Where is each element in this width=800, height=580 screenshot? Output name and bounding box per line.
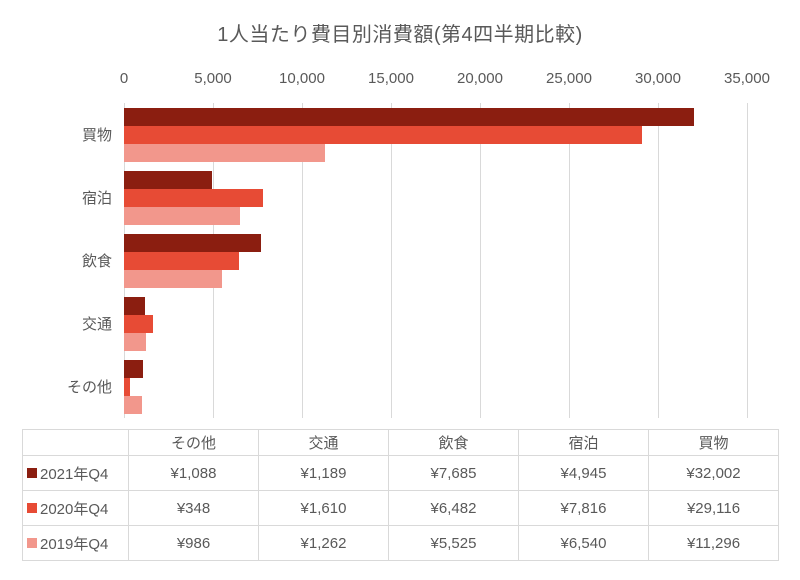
data-table: その他 交通 飲食 宿泊 買物 2021年Q4 ¥1,088 ¥1,189 ¥7,685 ¥4,… — [22, 429, 779, 561]
bar — [124, 269, 223, 288]
series-name: 2021年Q4 — [40, 465, 109, 483]
table-value-cell: ¥32,002 — [648, 455, 779, 491]
legend-key-icon — [27, 468, 37, 478]
table-value-cell: ¥6,482 — [388, 490, 519, 526]
table-value-cell: ¥6,540 — [518, 525, 649, 561]
bar — [124, 395, 142, 414]
table-value-cell: ¥5,525 — [388, 525, 519, 561]
table-header-cell: 飲食 — [388, 429, 519, 456]
bar — [124, 125, 643, 144]
x-tick-label: 35,000 — [724, 70, 770, 87]
table-value-cell: ¥1,088 — [128, 455, 259, 491]
table-row: 2020年Q4 ¥348 ¥1,610 ¥6,482 ¥7,816 ¥29,116 — [22, 490, 779, 526]
table-value-cell: ¥11,296 — [648, 525, 779, 561]
x-tick-label: 0 — [119, 70, 129, 87]
legend-key-icon — [27, 538, 37, 548]
table-value-cell: ¥348 — [128, 490, 259, 526]
bar — [124, 359, 144, 378]
table-value-cell: ¥1,610 — [258, 490, 389, 526]
table-row: 2019年Q4 ¥986 ¥1,262 ¥5,525 ¥6,540 ¥11,296 — [22, 525, 779, 561]
plot-area — [124, 103, 748, 418]
table-row-label-cell: 2020年Q4 — [22, 490, 129, 526]
x-tick-label: 25,000 — [546, 70, 592, 87]
category-label: 宿泊 — [81, 190, 112, 207]
bar — [124, 377, 131, 396]
x-tick-label: 10,000 — [279, 70, 325, 87]
table-corner-cell — [22, 429, 129, 456]
bar — [124, 332, 147, 351]
gridline — [302, 103, 303, 418]
bar-group — [124, 292, 747, 355]
table-header-row: その他 交通 飲食 宿泊 買物 — [22, 429, 779, 456]
bar — [124, 107, 694, 126]
table-header-cell: 買物 — [648, 429, 779, 456]
table-value-cell: ¥1,189 — [258, 455, 389, 491]
x-tick-label: 20,000 — [457, 70, 503, 87]
category-label: 飲食 — [81, 253, 112, 270]
gridline — [480, 103, 481, 418]
table-header-cell: 交通 — [258, 429, 389, 456]
table-row-label-cell: 2021年Q4 — [22, 455, 129, 491]
table-value-cell: ¥986 — [128, 525, 259, 561]
bar — [124, 143, 326, 162]
x-tick-label: 5,000 — [194, 70, 232, 87]
series-name: 2020年Q4 — [40, 500, 109, 518]
gridline — [569, 103, 570, 418]
x-axis: 0 5,000 10,000 15,000 20,000 25,000 30,000 35,0… — [120, 70, 770, 90]
bar — [124, 233, 261, 252]
table-value-cell: ¥7,816 — [518, 490, 649, 526]
category-label: 交通 — [81, 316, 112, 333]
table-value-cell: ¥7,685 — [388, 455, 519, 491]
chart-title: 1人当たり費目別消費額(第4四半期比較) — [217, 24, 583, 46]
bar-group — [124, 229, 747, 292]
bar — [124, 188, 264, 207]
bar — [124, 314, 153, 333]
table-value-cell: ¥29,116 — [648, 490, 779, 526]
data-table-wrap: その他 交通 飲食 宿泊 買物 2021年Q4 ¥1,088 ¥1,189 ¥7,685 ¥4,… — [22, 429, 779, 561]
bar — [124, 251, 240, 270]
gridline — [747, 103, 748, 418]
table-header-cell: 宿泊 — [518, 429, 649, 456]
bar-group — [124, 103, 747, 166]
legend-key-icon — [27, 503, 37, 513]
series-name: 2019年Q4 — [40, 535, 109, 553]
bar — [124, 170, 213, 189]
gridline — [391, 103, 392, 418]
bar — [124, 206, 241, 225]
table-header-cell: その他 — [128, 429, 259, 456]
category-label: 買物 — [81, 127, 112, 144]
bar-group — [124, 355, 747, 418]
bar-group — [124, 166, 747, 229]
table-row: 2021年Q4 ¥1,088 ¥1,189 ¥7,685 ¥4,945 ¥32,002 — [22, 455, 779, 491]
x-tick-label: 30,000 — [635, 70, 681, 87]
table-row-label-cell: 2019年Q4 — [22, 525, 129, 561]
bar-groups — [124, 103, 747, 418]
table-value-cell: ¥1,262 — [258, 525, 389, 561]
category-axis: 買物宿泊飲食交通その他 — [0, 103, 112, 418]
table-value-cell: ¥4,945 — [518, 455, 649, 491]
x-tick-label: 15,000 — [368, 70, 414, 87]
category-label: その他 — [66, 379, 112, 396]
gridline — [658, 103, 659, 418]
bar — [124, 296, 146, 315]
